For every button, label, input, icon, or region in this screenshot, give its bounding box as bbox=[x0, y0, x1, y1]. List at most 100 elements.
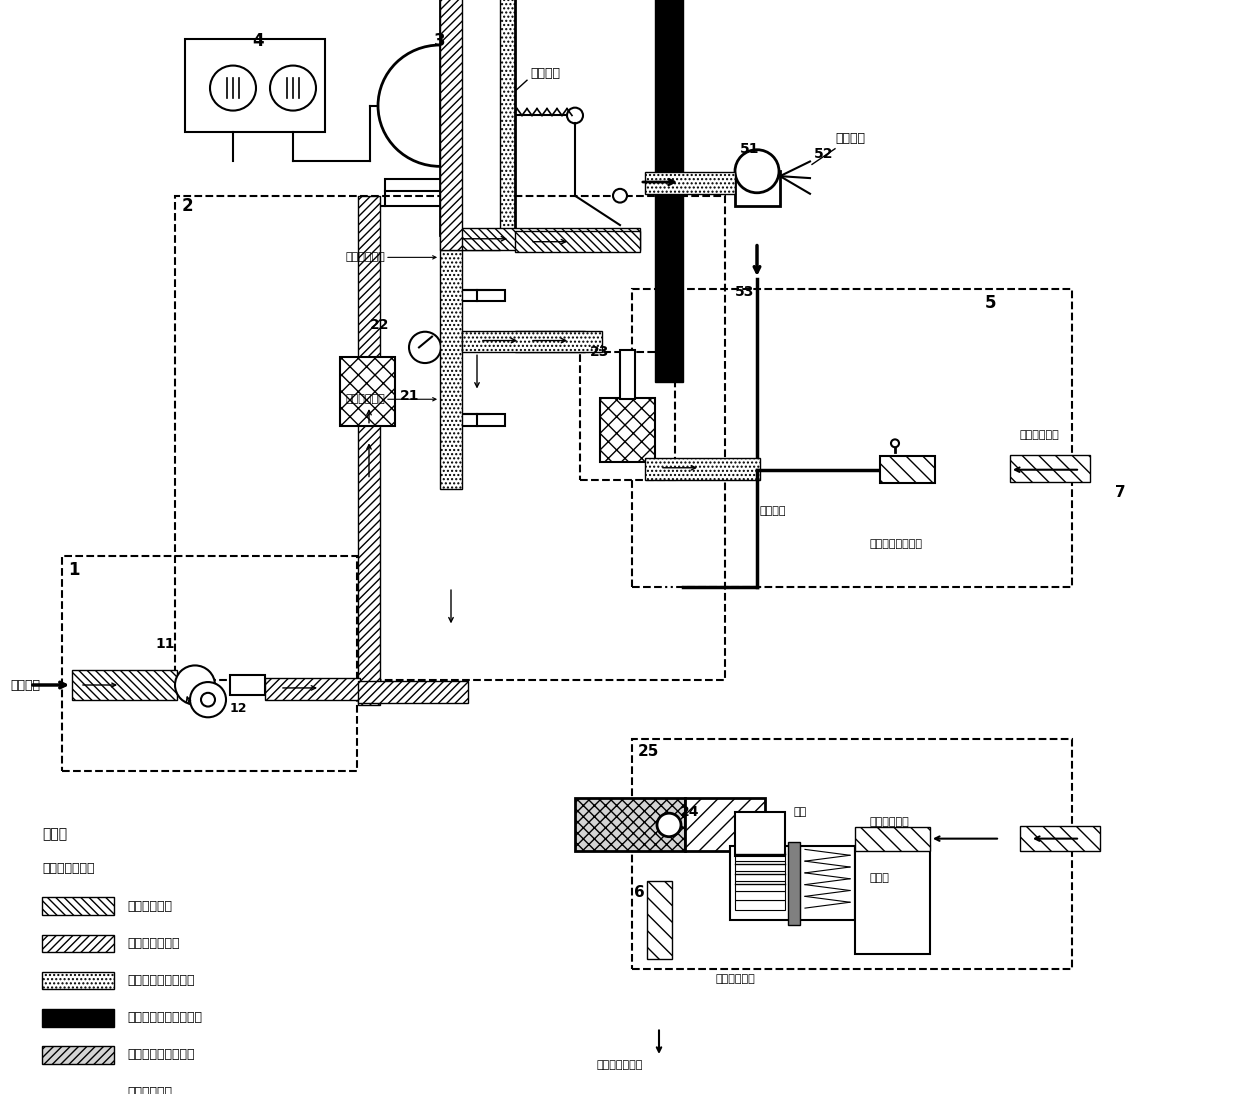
Circle shape bbox=[735, 150, 779, 193]
Bar bbox=[856, 827, 930, 851]
Text: 压气机后压力: 压气机后压力 bbox=[870, 817, 910, 827]
Text: 4: 4 bbox=[252, 32, 264, 50]
Bar bbox=[620, 350, 635, 399]
Bar bbox=[647, 881, 672, 959]
Circle shape bbox=[892, 440, 899, 447]
Bar bbox=[42, 1009, 114, 1026]
Text: 6: 6 bbox=[634, 885, 645, 900]
Bar bbox=[515, 330, 585, 352]
Text: 51: 51 bbox=[740, 142, 759, 155]
Text: 压差调节阀出口压力: 压差调节阀出口压力 bbox=[126, 1048, 195, 1061]
Text: 通往起动燃油喷嘴: 通往起动燃油喷嘴 bbox=[870, 539, 923, 549]
Bar bbox=[42, 1046, 114, 1063]
Text: 燃油泵出口压力: 燃油泵出口压力 bbox=[126, 936, 180, 950]
Bar bbox=[632, 738, 1073, 969]
Bar bbox=[600, 398, 655, 462]
Bar bbox=[645, 458, 760, 479]
Bar bbox=[42, 971, 114, 989]
Text: 回位弹簧: 回位弹簧 bbox=[529, 67, 560, 80]
Circle shape bbox=[657, 813, 681, 837]
Bar bbox=[175, 196, 725, 680]
Bar bbox=[440, 0, 515, 235]
Circle shape bbox=[175, 665, 215, 705]
Text: 21: 21 bbox=[401, 389, 419, 404]
Text: 燃油进口: 燃油进口 bbox=[10, 678, 40, 691]
Bar bbox=[42, 897, 114, 915]
Bar bbox=[440, 249, 463, 489]
Circle shape bbox=[378, 45, 502, 166]
Bar bbox=[358, 682, 467, 702]
Bar bbox=[358, 196, 379, 705]
Text: 7: 7 bbox=[1115, 485, 1126, 500]
Circle shape bbox=[190, 682, 226, 718]
Bar bbox=[645, 172, 735, 194]
Bar bbox=[735, 851, 785, 861]
Bar bbox=[684, 798, 765, 851]
Text: 12: 12 bbox=[229, 702, 248, 715]
Circle shape bbox=[409, 331, 441, 363]
Text: 断电状态: 断电状态 bbox=[835, 132, 866, 146]
Bar bbox=[735, 891, 785, 900]
Bar bbox=[580, 352, 675, 479]
Text: 加速调节装置出口压力: 加速调节装置出口压力 bbox=[126, 1011, 202, 1024]
Text: 通往主燃油喷嘴: 通往主燃油喷嘴 bbox=[596, 1060, 644, 1070]
Bar bbox=[384, 179, 495, 190]
Bar bbox=[450, 414, 505, 426]
Bar bbox=[735, 812, 785, 857]
Bar bbox=[515, 231, 640, 253]
Bar bbox=[735, 861, 785, 871]
Bar bbox=[735, 900, 785, 910]
Text: 23: 23 bbox=[590, 346, 609, 359]
Text: 3: 3 bbox=[434, 32, 446, 50]
Text: 最大燃油限位: 最大燃油限位 bbox=[345, 253, 384, 263]
Bar bbox=[735, 881, 785, 891]
Bar bbox=[787, 841, 800, 924]
Text: 25: 25 bbox=[639, 744, 660, 759]
Text: 通电状态: 通电状态 bbox=[760, 505, 786, 515]
Circle shape bbox=[270, 66, 316, 110]
Text: 1: 1 bbox=[68, 560, 79, 579]
Bar bbox=[455, 0, 500, 249]
Bar bbox=[800, 847, 856, 920]
Text: 调速控制阀出口压力: 调速控制阀出口压力 bbox=[126, 974, 195, 987]
Text: 膜片: 膜片 bbox=[794, 807, 806, 817]
Text: 11: 11 bbox=[155, 637, 175, 651]
Circle shape bbox=[201, 693, 215, 707]
Bar bbox=[340, 357, 396, 426]
Bar bbox=[62, 556, 357, 771]
Text: 压气机后压力: 压气机后压力 bbox=[1021, 430, 1060, 441]
Text: 进口燃油压力: 进口燃油压力 bbox=[126, 899, 172, 912]
Bar bbox=[185, 39, 325, 132]
Text: 环境大气压力: 环境大气压力 bbox=[126, 1085, 172, 1094]
Text: 2: 2 bbox=[182, 197, 193, 214]
Bar bbox=[632, 289, 1073, 587]
Text: 环境大气压力: 环境大气压力 bbox=[715, 974, 755, 984]
Text: 22: 22 bbox=[370, 318, 389, 331]
Bar bbox=[440, 228, 640, 249]
Bar bbox=[880, 456, 935, 484]
Bar bbox=[42, 1083, 114, 1094]
Bar bbox=[1021, 826, 1100, 851]
Text: 52: 52 bbox=[813, 147, 833, 161]
Bar bbox=[575, 798, 684, 851]
Bar bbox=[265, 678, 360, 700]
Text: 53: 53 bbox=[735, 284, 754, 299]
Bar bbox=[655, 0, 683, 382]
Bar bbox=[42, 934, 114, 952]
Text: 24: 24 bbox=[680, 805, 699, 819]
Circle shape bbox=[613, 189, 627, 202]
Bar bbox=[72, 671, 177, 700]
Text: 图例：: 图例： bbox=[42, 827, 67, 841]
Bar bbox=[463, 330, 601, 352]
Text: 波纹管: 波纹管 bbox=[870, 873, 890, 883]
Circle shape bbox=[210, 66, 255, 110]
Bar bbox=[229, 675, 265, 695]
Bar bbox=[440, 0, 463, 249]
Text: 最小燃油限位: 最小燃油限位 bbox=[345, 394, 384, 405]
Bar bbox=[450, 290, 505, 302]
Bar bbox=[856, 847, 930, 954]
Bar bbox=[735, 871, 785, 881]
Bar bbox=[730, 847, 790, 920]
Text: 5: 5 bbox=[985, 294, 997, 313]
Circle shape bbox=[567, 107, 583, 124]
